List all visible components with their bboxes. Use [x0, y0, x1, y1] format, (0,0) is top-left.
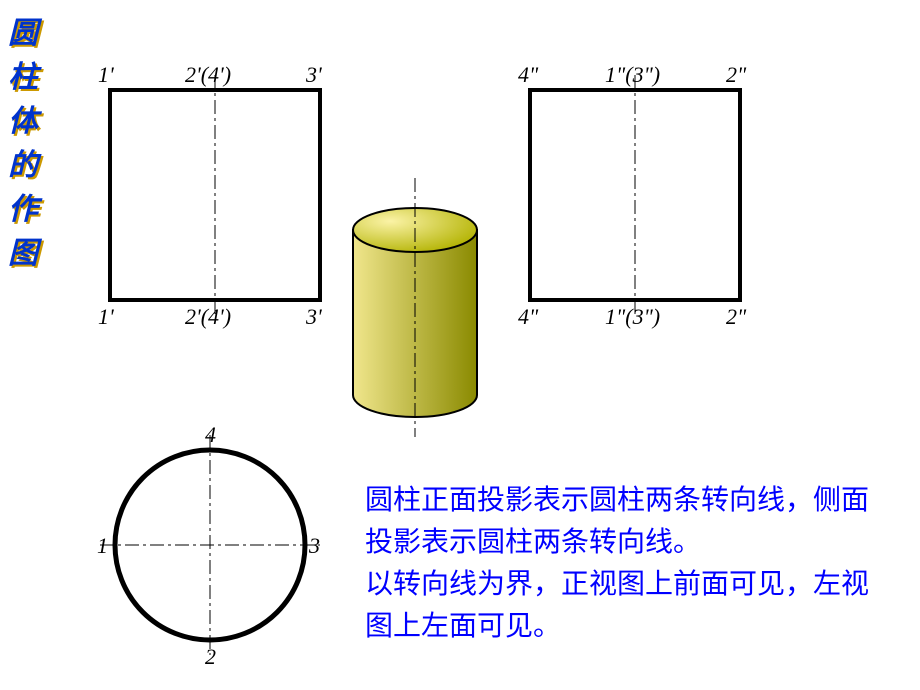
label-side-top-2: 1"(3") [605, 62, 660, 88]
label-front-top-2: 2'(4') [185, 62, 231, 88]
label-front-top-3: 3' [306, 62, 322, 88]
label-side-bot-1: 4" [518, 304, 538, 330]
label-side-top-1: 4" [518, 62, 538, 88]
desc-line-1: 圆柱正面投影表示圆柱两条转向线，侧面投影表示圆柱两条转向线。 [365, 480, 895, 564]
label-side-bot-2: 1"(3") [605, 304, 660, 330]
label-circle-bottom: 2 [205, 644, 216, 670]
label-front-bot-3: 3' [306, 304, 322, 330]
label-side-bot-3: 2" [726, 304, 746, 330]
desc-line-2: 以转向线为界，正视图上前面可见，左视图上左面可见。 [365, 564, 895, 648]
label-front-top-1: 1' [98, 62, 114, 88]
label-front-bot-2: 2'(4') [185, 304, 231, 330]
label-circle-top: 4 [205, 422, 216, 448]
description-text: 圆柱正面投影表示圆柱两条转向线，侧面投影表示圆柱两条转向线。 以转向线为界，正视… [365, 480, 895, 648]
label-side-top-3: 2" [726, 62, 746, 88]
label-circle-left: 1 [97, 533, 108, 559]
label-circle-right: 3 [309, 533, 320, 559]
label-front-bot-1: 1' [98, 304, 114, 330]
